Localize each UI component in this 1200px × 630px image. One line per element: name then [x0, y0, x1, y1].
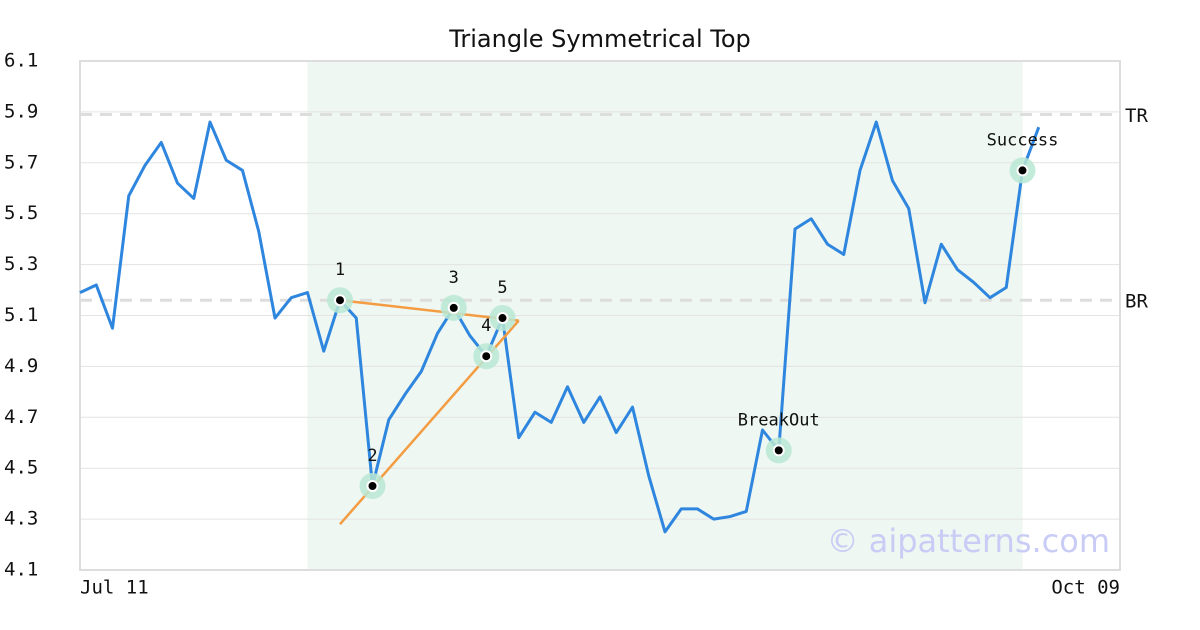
y-tick-label: 4.3: [4, 508, 38, 530]
point-label: 1: [335, 260, 345, 280]
plot-frame: [79, 60, 1121, 571]
y-tick-label: 4.7: [4, 406, 38, 428]
y-tick-label: 4.1: [4, 559, 38, 581]
y-tick-label: 5.5: [4, 202, 38, 224]
watermark: © aipatterns.com: [827, 522, 1110, 560]
y-tick-label: 4.9: [4, 355, 38, 377]
point-label: 2: [367, 446, 377, 466]
point-marker: [366, 480, 379, 493]
y-tick-label: 5.7: [4, 151, 38, 173]
point-marker: [496, 312, 509, 325]
point-marker: [1016, 164, 1029, 177]
point-marker: [334, 294, 346, 307]
point-marker: [772, 444, 785, 457]
level-label: TR: [1125, 105, 1148, 127]
point-label: 3: [449, 268, 459, 288]
point-marker: [480, 350, 493, 363]
y-tick-label: 5.3: [4, 253, 38, 275]
point-marker: [447, 301, 460, 314]
point-label: 4: [481, 316, 491, 336]
y-tick-label: 6.1: [4, 50, 38, 72]
x-tick-label: Jul 11: [80, 577, 149, 599]
y-tick-label: 4.5: [4, 457, 38, 479]
point-label: BreakOut: [738, 410, 820, 430]
y-tick-label: 5.9: [4, 100, 38, 122]
x-tick-label: Oct 09: [1051, 577, 1120, 599]
point-label: Success: [987, 130, 1059, 150]
price-line: [79, 120, 1041, 534]
y-tick-label: 5.1: [4, 304, 38, 326]
chart-title: Triangle Symmetrical Top: [448, 25, 751, 53]
trend-line: [339, 298, 519, 322]
level-label: BR: [1125, 291, 1148, 313]
point-label: 5: [497, 278, 507, 298]
